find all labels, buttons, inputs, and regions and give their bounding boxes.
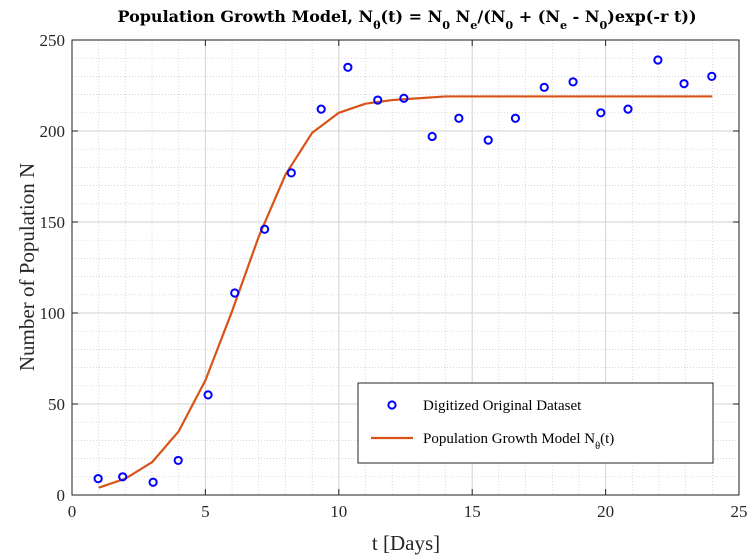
data-point <box>427 131 437 142</box>
plot-frame <box>71 39 740 496</box>
legend-label-part: Population Growth Model N <box>423 431 595 447</box>
y-tick-label: 50 <box>48 395 65 414</box>
y-tick-label: 100 <box>40 304 66 323</box>
title-part: + (N <box>513 7 560 26</box>
y-axis-ticks: 0 50 100 150 200 250 <box>40 31 739 505</box>
x-tick-label: 10 <box>330 502 347 521</box>
legend-box <box>357 382 714 464</box>
title-part: Population Growth Model, N <box>117 7 373 26</box>
data-point <box>510 113 521 123</box>
legend-label-part: (t) <box>600 431 614 447</box>
data-point <box>679 79 689 89</box>
data-point <box>286 168 296 178</box>
title-part: 0 <box>505 18 513 32</box>
title-part: e <box>560 18 567 32</box>
x-axis-ticks: 0 5 10 15 20 25 <box>68 40 748 521</box>
model-line <box>98 95 713 489</box>
x-tick-label: 25 <box>731 502 748 521</box>
data-point <box>373 95 383 105</box>
data-point <box>596 108 606 118</box>
data-point <box>707 71 717 82</box>
data-point <box>653 55 663 65</box>
legend-marker-swatch <box>387 400 397 410</box>
data-point <box>316 104 326 114</box>
data-point <box>93 474 103 484</box>
data-point <box>230 288 240 298</box>
data-point <box>203 390 213 400</box>
data-point <box>118 472 128 482</box>
data-point <box>173 455 183 466</box>
x-axis-label: t [Days] <box>372 531 440 555</box>
legend: Digitized Original Dataset Population Gro… <box>357 382 714 464</box>
y-tick-label: 250 <box>40 31 66 50</box>
x-tick-label: 5 <box>201 502 210 521</box>
title-part: /(N <box>477 7 505 26</box>
data-markers <box>93 55 717 487</box>
title-part: e <box>470 18 477 32</box>
data-point <box>483 135 493 145</box>
x-tick-label: 20 <box>597 502 614 521</box>
data-point <box>260 224 270 234</box>
title-part: )exp(-r t)) <box>607 7 696 26</box>
data-point <box>539 82 549 92</box>
model-line-layer <box>98 95 713 489</box>
y-tick-label: 200 <box>40 122 66 141</box>
legend-label: Digitized Original Dataset <box>423 398 582 414</box>
title-part: 0 <box>600 18 608 32</box>
title-part: - N <box>567 7 599 26</box>
title-part: θ <box>373 18 381 32</box>
data-point <box>148 477 158 487</box>
y-axis-label: Number of Population N <box>15 163 39 371</box>
legend-label-part: θ <box>595 441 600 452</box>
y-tick-label: 0 <box>57 486 66 505</box>
data-point <box>343 62 353 72</box>
title-part: N <box>450 7 470 26</box>
legend-label: Population Growth Model Nθ(t) <box>423 431 614 452</box>
title-part: 0 <box>442 18 450 32</box>
data-point <box>454 113 464 123</box>
y-tick-label: 150 <box>40 213 66 232</box>
x-tick-label: 15 <box>464 502 481 521</box>
title-part: (t) = N <box>381 7 443 26</box>
data-point <box>568 77 578 87</box>
x-tick-label: 0 <box>68 502 77 521</box>
data-point <box>623 104 633 114</box>
data-point <box>399 93 409 103</box>
chart-title: Population Growth Model, Nθ(t) = N0 Ne/(… <box>117 7 696 32</box>
